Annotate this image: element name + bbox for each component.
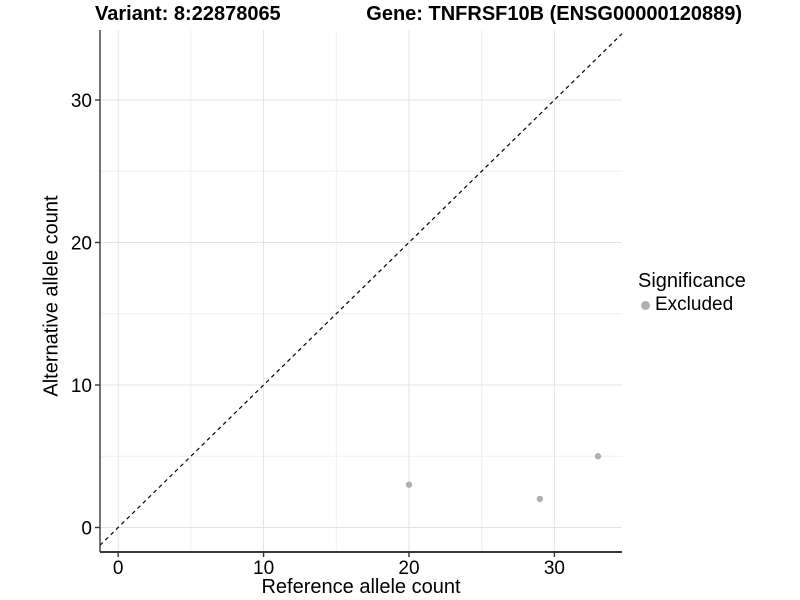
svg-text:30: 30	[71, 91, 92, 112]
legend-item-label: Excluded	[655, 294, 734, 315]
legend-item-excluded: Excluded	[638, 295, 798, 315]
svg-text:0: 0	[81, 518, 92, 539]
x-axis-title: Reference allele count	[261, 576, 461, 598]
legend: Significance Excluded	[638, 270, 798, 315]
y-axis-title: Alternative allele count	[40, 195, 63, 397]
legend-title: Significance	[638, 270, 746, 292]
svg-text:30: 30	[544, 558, 565, 579]
svg-text:10: 10	[253, 558, 274, 579]
gene-title: Gene: TNFRSF10B (ENSG00000120889)	[366, 3, 742, 25]
svg-text:20: 20	[71, 233, 92, 254]
svg-text:20: 20	[398, 558, 419, 579]
excluded-point-icon	[641, 300, 650, 310]
variant-title: Variant: 8:22878065	[95, 3, 281, 25]
svg-text:10: 10	[71, 376, 92, 397]
svg-text:0: 0	[113, 558, 124, 579]
